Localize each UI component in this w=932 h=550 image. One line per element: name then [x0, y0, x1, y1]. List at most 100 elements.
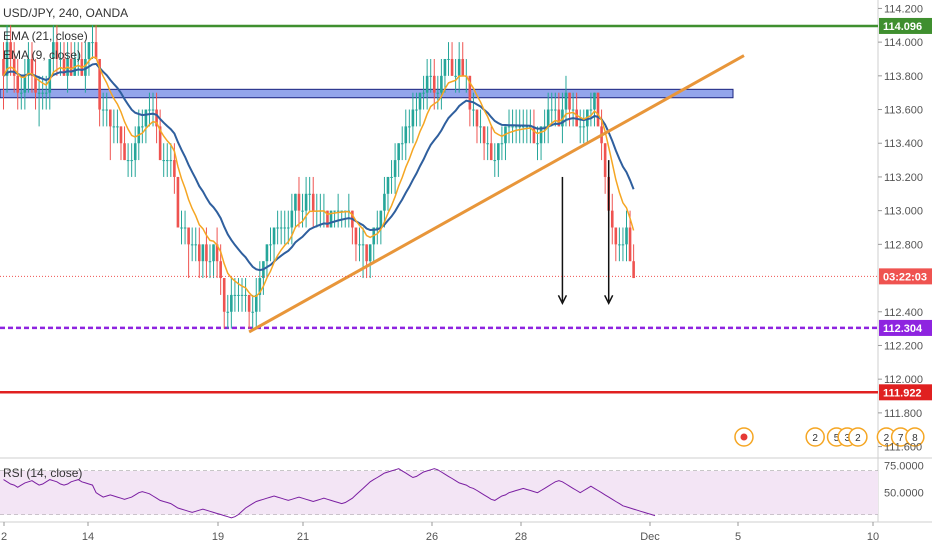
price-tick-label: 113.800	[884, 71, 923, 83]
candle-body	[536, 143, 539, 145]
event-marker	[905, 427, 925, 447]
candle-body	[244, 294, 247, 296]
time-tick-label: Dec	[640, 531, 660, 543]
candle-body	[411, 109, 415, 127]
candle-body	[546, 109, 550, 127]
candle-body	[550, 109, 554, 111]
price-tags: 114.096 112.304 111.922 03:22:03	[879, 17, 932, 401]
ema21-legend: EMA (21, close)	[3, 29, 88, 43]
candle-body	[20, 92, 23, 94]
horizontal-levels	[0, 24, 878, 394]
candle-body	[479, 126, 482, 128]
rsi-legend: RSI (14, close)	[3, 466, 83, 480]
candle-body	[329, 210, 333, 228]
candle-body	[233, 294, 237, 296]
candle-body	[514, 126, 518, 128]
candle-body	[23, 75, 27, 93]
candle-body	[614, 227, 618, 245]
level-price-tag-bg	[879, 384, 932, 401]
candle-body	[116, 126, 119, 128]
candle-body	[69, 58, 73, 76]
time-tick-label: 28	[515, 531, 527, 543]
candle-body	[34, 75, 37, 93]
candle-body	[582, 126, 586, 128]
candle-body	[133, 143, 137, 161]
trendline[interactable]	[248, 54, 745, 334]
candle-body	[415, 109, 418, 111]
candle-body	[230, 294, 233, 312]
candle-body	[603, 143, 607, 177]
event-label: 2	[855, 433, 861, 444]
candle-body	[365, 244, 368, 262]
candle-body	[180, 227, 183, 229]
candle-body	[76, 58, 80, 60]
candle-body	[84, 58, 87, 76]
candle-body	[98, 58, 101, 110]
candle-body	[258, 278, 262, 295]
candle-body	[52, 42, 55, 59]
candle-body	[130, 160, 133, 162]
ema21-line	[2, 62, 635, 272]
candle-body	[308, 193, 311, 195]
price-tick-label: 111.800	[884, 408, 922, 420]
event-label: 5	[834, 433, 840, 444]
price-tick-label: 113.600	[884, 105, 923, 117]
candle-body	[119, 126, 123, 144]
candle-body	[165, 160, 169, 162]
time-tick-label: 14	[82, 531, 94, 543]
resistance-zone[interactable]	[0, 88, 734, 99]
candle-body	[326, 210, 329, 228]
candle-body	[440, 75, 443, 93]
candle-body	[521, 126, 525, 128]
candle-body	[472, 109, 475, 111]
candle-body	[447, 58, 450, 60]
candle-body	[397, 143, 400, 161]
candle-body	[301, 210, 304, 212]
candle-body	[500, 143, 504, 145]
event-label: 3	[844, 433, 850, 444]
candle-body	[151, 109, 155, 111]
candle-body	[141, 126, 144, 128]
price-tick-label: 112.000	[884, 374, 923, 386]
candle-body	[94, 42, 98, 59]
candle-body	[304, 193, 308, 211]
candle-body	[404, 126, 408, 144]
candle-body	[475, 109, 479, 127]
countdown-tag-bg	[879, 268, 932, 285]
candle-body	[457, 58, 461, 76]
candle-body	[237, 294, 240, 296]
candle-body	[126, 160, 130, 162]
candle-body	[112, 126, 116, 128]
candle-body	[564, 92, 568, 110]
candle-body	[543, 126, 546, 128]
candle-body	[55, 42, 59, 59]
candle-body	[194, 244, 198, 246]
price-axis: 114.200 114.000 113.800 113.600 113.400 113.2…	[878, 3, 923, 454]
candle-body	[443, 58, 447, 76]
candle-body	[254, 294, 258, 312]
price-tick-label: 113.000	[884, 206, 923, 218]
candle-body	[393, 160, 397, 177]
candle-body	[390, 176, 393, 178]
rsi-tick-label: 75.0000	[884, 460, 924, 472]
candle-body	[190, 244, 194, 246]
candle-body	[5, 42, 9, 76]
candle-body	[41, 92, 44, 94]
candle-body	[532, 126, 536, 144]
arrows	[557, 160, 614, 306]
event-label: 7	[898, 433, 904, 444]
event-dot	[740, 433, 748, 441]
event-marker	[848, 427, 868, 447]
ema9-legend: EMA (9, close)	[3, 48, 82, 62]
candle-body	[109, 109, 112, 127]
candle-body	[176, 176, 180, 228]
candle-body	[205, 244, 208, 262]
candle-body	[222, 278, 226, 312]
candle-body	[571, 109, 575, 111]
candle-body	[208, 261, 212, 263]
candle-body	[354, 227, 358, 245]
arrow-head	[557, 294, 568, 306]
candle-body	[436, 92, 440, 94]
